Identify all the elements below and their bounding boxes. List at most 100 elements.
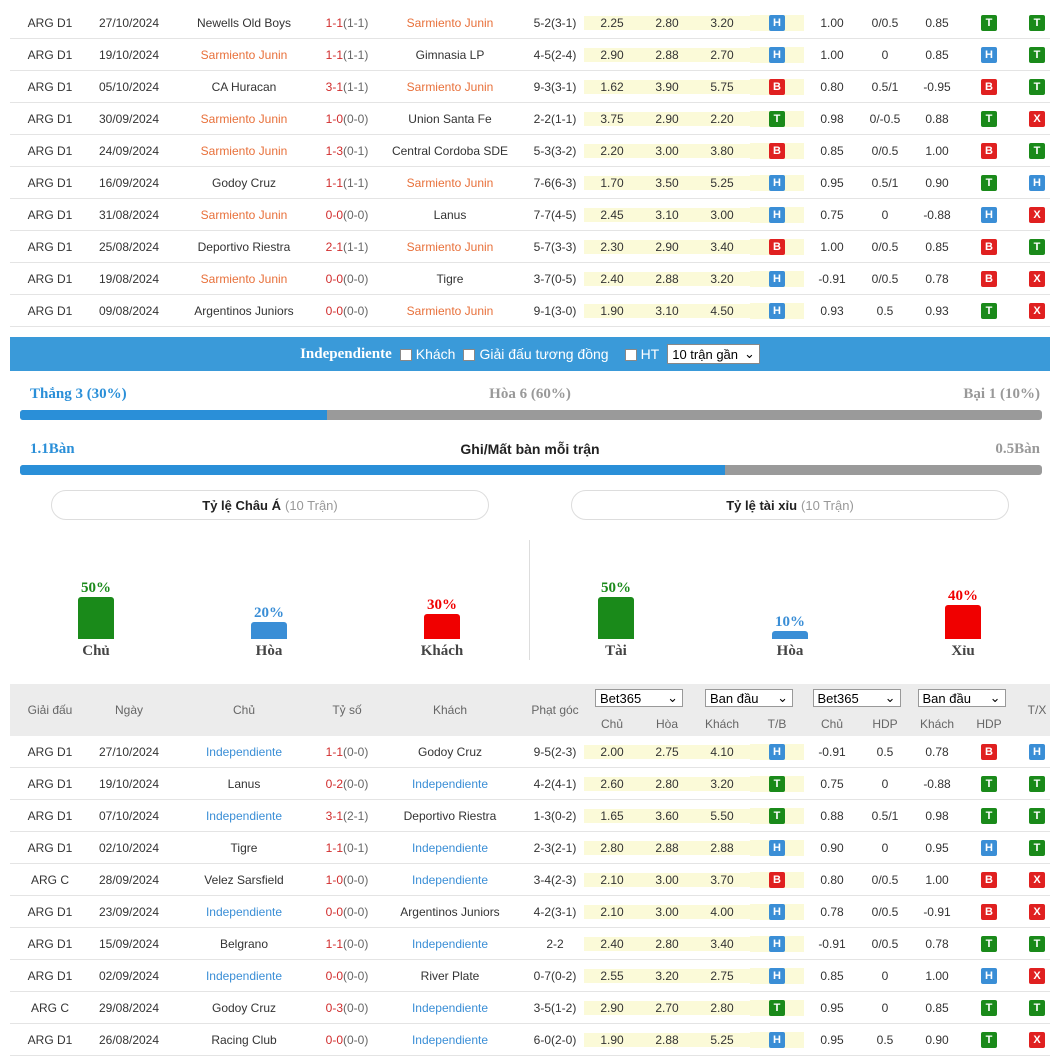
hdp-result: T [964,302,1014,319]
odds-bookmaker-select[interactable]: Bet365 ⌄ [595,689,683,707]
away-checkbox[interactable] [399,349,412,362]
match-row[interactable]: ARG D1 19/10/2024 Lanus 0-2(0-0) Independien… [10,768,1050,800]
full-time-score: 3-1 [325,79,343,94]
half-time-score: (1-1) [343,79,369,94]
away-filter[interactable]: Khách [399,346,455,362]
match-row[interactable]: ARG D1 16/09/2024 Godoy Cruz 1-1(1-1) Sarmie… [10,167,1050,199]
match-row[interactable]: ARG D1 26/08/2024 Racing Club 0-0(0-0) Indep… [10,1024,1050,1056]
tx-result-badge: T [1029,14,1045,31]
odds-draw: 2.88 [640,47,694,62]
away-team[interactable]: Independiente [411,776,489,791]
odds-away: 4.50 [694,303,750,318]
home-team[interactable]: Godoy Cruz [211,175,277,190]
home-team[interactable]: Sarmiento Junin [200,143,288,158]
home-team[interactable]: Newells Old Boys [196,15,292,30]
match-row[interactable]: ARG D1 27/10/2024 Independiente 1-1(0-0) God… [10,736,1050,768]
home-team[interactable]: CA Huracan [211,79,277,94]
away-team[interactable]: Central Cordoba SDE [391,143,509,158]
home-team[interactable]: Lanus [227,776,261,791]
wdl-summary: Thắng 3 (30%) Hòa 6 (60%) Bại 1 (10%) [20,386,1040,406]
match-row[interactable]: ARG D1 19/10/2024 Sarmiento Junin 1-1(1-1) G… [10,39,1050,71]
hdp-result-badge: B [981,142,997,159]
match-row[interactable]: ARG D1 05/10/2024 CA Huracan 3-1(1-1) Sarmie… [10,71,1050,103]
home-team[interactable]: Independiente [205,808,283,823]
home-team[interactable]: Belgrano [219,936,269,951]
away-team[interactable]: Sarmiento Junin [406,175,494,190]
tb-result: B [750,871,804,888]
away-team[interactable]: Independiente [411,872,489,887]
hdp-home: 0.75 [820,207,844,222]
tb-result: B [750,238,804,255]
league-cell: ARG D1 [27,111,73,126]
home-team[interactable]: Independiente [205,904,283,919]
match-row[interactable]: ARG C 28/09/2024 Velez Sarsfield 1-0(0-0) In… [10,864,1050,896]
recent-matches-select[interactable]: 10 trận gần ⌄ [667,344,760,364]
away-team[interactable]: Sarmiento Junin [406,239,494,254]
away-team[interactable]: Independiente [411,1000,489,1015]
away-team[interactable]: River Plate [420,968,480,983]
match-row[interactable]: ARG D1 07/10/2024 Independiente 3-1(2-1) Dep… [10,800,1050,832]
hdp-line: 0/0.5 [871,936,899,951]
home-team[interactable]: Velez Sarsfield [204,872,284,887]
away-team[interactable]: Tigre [436,271,464,286]
hdp-bookmaker-select[interactable]: Bet365 ⌄ [812,689,901,707]
away-team[interactable]: Union Santa Fe [408,111,492,126]
match-row[interactable]: ARG D1 25/08/2024 Deportivo Riestra 2-1(1-1… [10,231,1050,263]
hdp-type-select[interactable]: Ban đầu ⌄ [917,689,1006,707]
away-team[interactable]: Lanus [433,207,467,222]
same-league-checkbox[interactable] [463,349,476,362]
hdp-away: 0.85 [925,47,949,62]
away-team[interactable]: Independiente [411,840,489,855]
home-team[interactable]: Independiente [205,744,283,759]
away-team[interactable]: Independiente [411,936,489,951]
home-team[interactable]: Sarmiento Junin [200,47,288,62]
odds-type-select[interactable]: Ban đầu ⌄ [705,689,793,707]
home-team[interactable]: Racing Club [211,1032,277,1047]
match-row[interactable]: ARG D1 24/09/2024 Sarmiento Junin 1-3(0-1) C… [10,135,1050,167]
full-time-score: 0-0 [325,968,343,983]
col-hdp-line: HDP [872,717,898,731]
hdp-away: 0.90 [925,175,949,190]
hdp-result: T [964,807,1014,824]
league-cell: ARG D1 [27,175,73,190]
half-time-score: (1-1) [343,239,369,254]
home-team[interactable]: Tigre [230,840,258,855]
ht-filter[interactable]: HT [624,346,659,362]
home-team[interactable]: Deportivo Riestra [197,239,291,254]
bar-fill [78,597,114,639]
home-team[interactable]: Sarmiento Junin [200,207,288,222]
corner-cell: 7-6(6-3) [533,175,577,190]
away-team[interactable]: Sarmiento Junin [406,15,494,30]
home-team[interactable]: Godoy Cruz [211,1000,277,1015]
match-row[interactable]: ARG D1 02/10/2024 Tigre 1-1(0-1) Independien… [10,832,1050,864]
bar-label: Hòa [255,643,283,659]
home-team[interactable]: Sarmiento Junin [200,271,288,286]
match-row[interactable]: ARG D1 27/10/2024 Newells Old Boys 1-1(1-1)… [10,7,1050,39]
date-cell: 02/09/2024 [98,968,160,983]
away-team[interactable]: Gimnasia LP [415,47,485,62]
hdp-away: 1.00 [925,143,949,158]
home-team[interactable]: Sarmiento Junin [200,111,288,126]
odds-draw: 3.00 [640,872,694,887]
hdp-result-badge: H [981,839,997,856]
away-team[interactable]: Argentinos Juniors [400,904,500,919]
match-row[interactable]: ARG D1 23/09/2024 Independiente 0-0(0-0) Arg… [10,896,1050,928]
match-row[interactable]: ARG D1 15/09/2024 Belgrano 1-1(0-0) Independ… [10,928,1050,960]
away-team[interactable]: Godoy Cruz [417,744,483,759]
match-row[interactable]: ARG D1 19/08/2024 Sarmiento Junin 0-0(0-0) T… [10,263,1050,295]
match-row[interactable]: ARG D1 30/09/2024 Sarmiento Junin 1-0(0-0) U… [10,103,1050,135]
home-team[interactable]: Argentinos Juniors [194,303,294,318]
away-team[interactable]: Deportivo Riestra [403,808,497,823]
match-row[interactable]: ARG C 29/08/2024 Godoy Cruz 0-3(0-0) Indepen… [10,992,1050,1024]
bottom-match-table: ARG D1 27/10/2024 Independiente 1-1(0-0) God… [10,736,1050,1056]
away-team[interactable]: Independiente [411,1032,489,1047]
away-team[interactable]: Sarmiento Junin [406,79,494,94]
match-row[interactable]: ARG D1 02/09/2024 Independiente 0-0(0-0) Riv… [10,960,1050,992]
same-league-filter[interactable]: Giải đấu tương đồng [463,346,609,362]
match-row[interactable]: ARG D1 09/08/2024 Argentinos Juniors 0-0(0-… [10,295,1050,327]
tx-result-badge: X [1029,903,1045,920]
away-team[interactable]: Sarmiento Junin [406,303,494,318]
home-team[interactable]: Independiente [205,968,283,983]
match-row[interactable]: ARG D1 31/08/2024 Sarmiento Junin 0-0(0-0) L… [10,199,1050,231]
ht-checkbox[interactable] [624,349,637,362]
